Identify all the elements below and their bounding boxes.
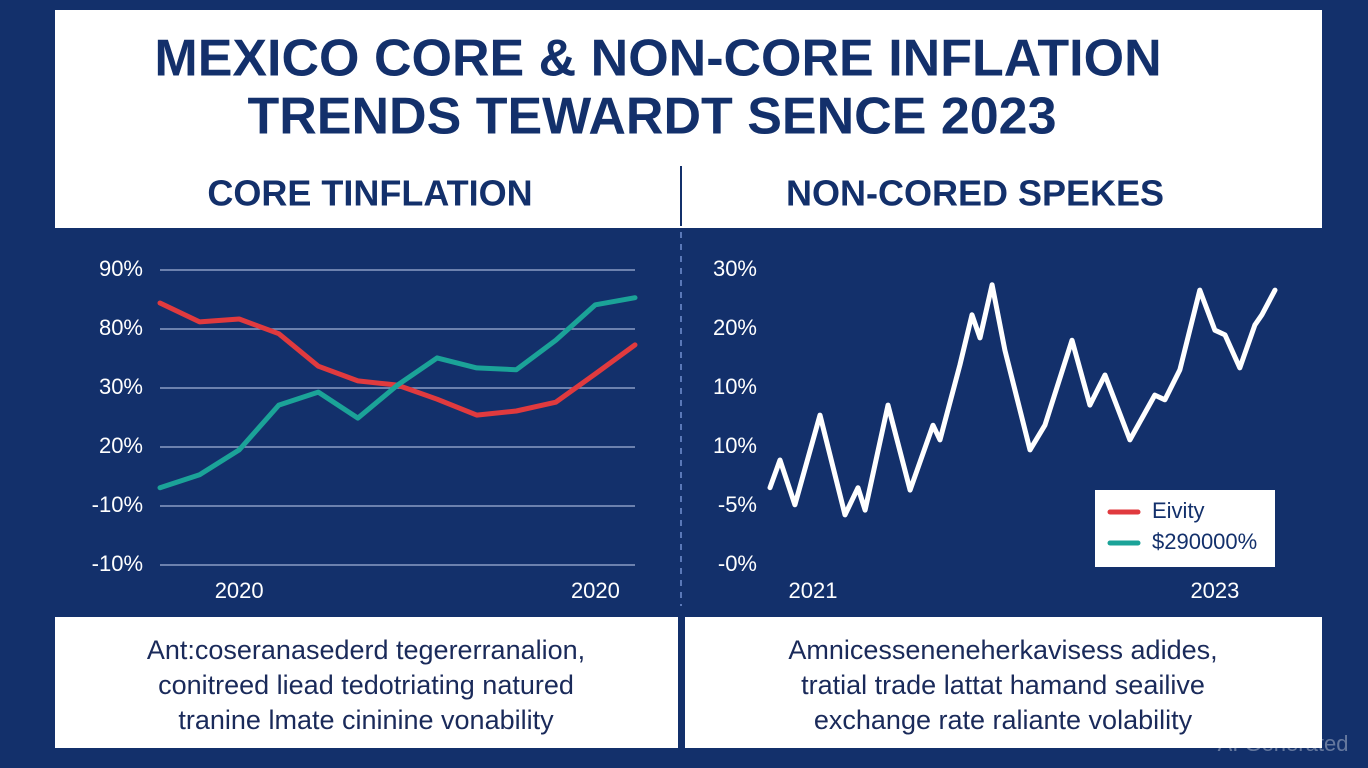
subtitle-panel — [55, 162, 1322, 228]
watermark: AI Generated — [1218, 731, 1349, 756]
chart-subtitle: NON-CORED SPEKES — [786, 173, 1164, 214]
y-tick-label: -10% — [92, 551, 143, 576]
caption-panel — [55, 617, 678, 748]
caption-line: conitreed liead tedotriating natured — [158, 670, 574, 700]
x-tick-label: 2021 — [789, 578, 838, 603]
y-tick-label: 20% — [99, 433, 143, 458]
caption-line: exchange rate raliante volability — [814, 705, 1193, 735]
caption-panel — [685, 617, 1322, 748]
caption-line: Ant:coseranasederd tegererranalion, — [147, 635, 585, 665]
x-tick-label: 2020 — [215, 578, 264, 603]
y-tick-label: 30% — [99, 374, 143, 399]
legend-label: $290000% — [1152, 529, 1257, 554]
caption-line: tranine lmate cininine vonability — [178, 705, 554, 735]
y-tick-label: 90% — [99, 256, 143, 281]
y-tick-label: 80% — [99, 315, 143, 340]
line-series — [767, 282, 1278, 518]
y-tick-label: 10% — [713, 374, 757, 399]
y-tick-label: -0% — [718, 551, 757, 576]
legend-box — [1095, 490, 1275, 567]
y-tick-label: 30% — [713, 256, 757, 281]
y-tick-label: 20% — [713, 315, 757, 340]
caption-line: Amnicesseneneherkavisess adides, — [788, 635, 1217, 665]
chart-subtitle: CORE TINFLATION — [207, 173, 532, 214]
title-line: TRENDS TEWARDT SENCE 2023 — [247, 88, 1056, 146]
y-tick-label: -10% — [92, 492, 143, 517]
x-tick-label: 2023 — [1190, 578, 1239, 603]
line-series — [157, 295, 638, 491]
caption-line: tratial trade lattat hamand seailive — [801, 670, 1205, 700]
x-tick-label: 2020 — [571, 578, 620, 603]
y-tick-label: 10% — [713, 433, 757, 458]
title-line: MEXICO CORE & NON-CORE INFLATION — [154, 30, 1161, 88]
y-tick-label: -5% — [718, 492, 757, 517]
legend-label: Eivity — [1152, 498, 1205, 523]
title-panel — [55, 10, 1322, 162]
